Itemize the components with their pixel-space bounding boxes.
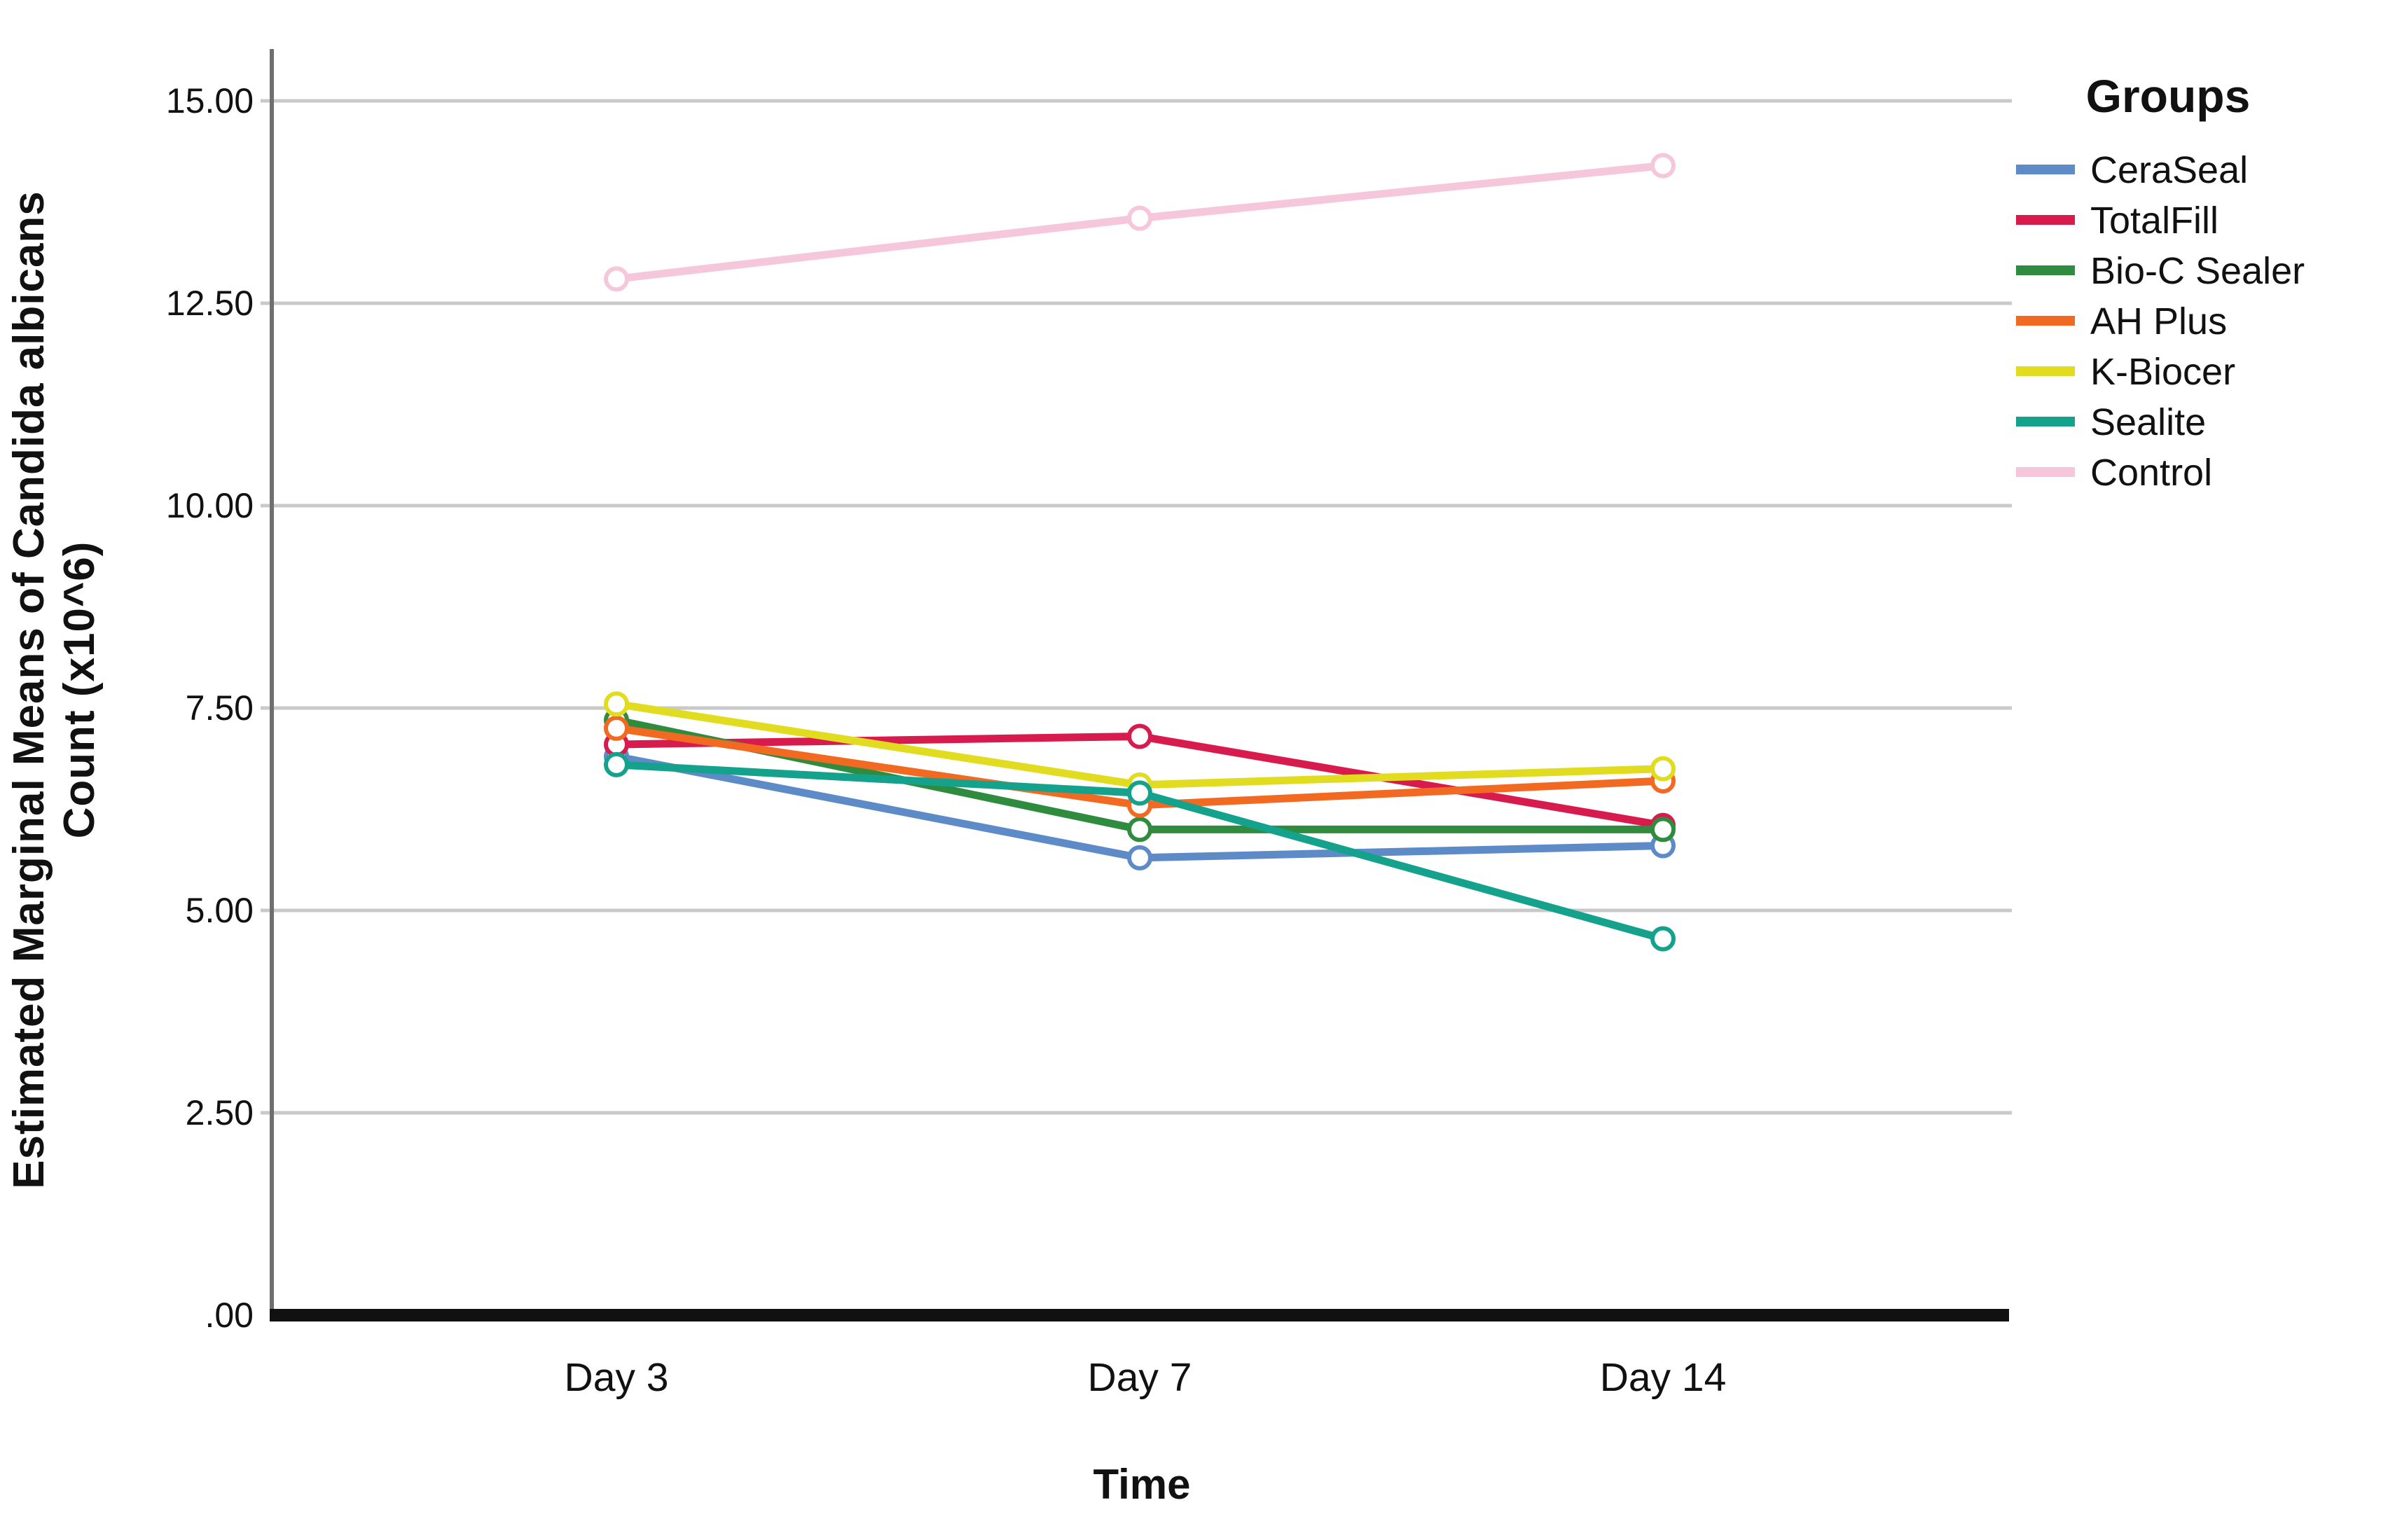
y-tick-label: 7.50 xyxy=(186,688,254,728)
legend-label: CeraSeal xyxy=(2090,149,2248,191)
x-tick-labels-layer: Day 3 Day 7 Day 14 xyxy=(565,1355,1727,1400)
y-axis-title-line2: Count (x10^6) xyxy=(55,541,104,839)
legend-label: K-Biocer xyxy=(2090,351,2235,393)
legend-label: AH Plus xyxy=(2090,300,2227,342)
legend-entry-control: Control xyxy=(2016,452,2212,494)
series-marker-ceraseal xyxy=(1127,845,1152,870)
axes-layer xyxy=(270,49,2009,1322)
series-marker-bio-c-sealer xyxy=(1650,817,1676,842)
y-tick-label: 2.50 xyxy=(186,1093,254,1132)
legend-title: Groups xyxy=(2086,70,2251,122)
series-marker-totalfill xyxy=(1127,723,1152,749)
legend-label: Control xyxy=(2090,452,2212,494)
legend-entries-layer: CeraSeal TotalFill Bio-C Sealer AH Plus K-Bi… xyxy=(2016,149,2305,494)
series-marker-sealite xyxy=(1650,926,1676,952)
y-tick-labels-layer: .00 2.50 5.00 7.50 10.00 12.50 15.00 xyxy=(166,81,254,1335)
series-marker-sealite xyxy=(1127,780,1152,806)
y-tick-label: .00 xyxy=(205,1296,254,1335)
series-marker-k-biocer xyxy=(1650,756,1676,782)
legend-entry-bio-c-sealer: Bio-C Sealer xyxy=(2016,250,2305,292)
gridlines-layer xyxy=(261,99,2012,1115)
series-marker-control xyxy=(1127,205,1152,231)
data-series-layer xyxy=(604,153,1676,952)
series-marker-ah-plus xyxy=(604,715,629,741)
legend-entry-ah-plus: AH Plus xyxy=(2016,300,2227,342)
series-marker-control xyxy=(604,266,629,292)
y-tick-label: 10.00 xyxy=(166,486,254,525)
legend-entry-ceraseal: CeraSeal xyxy=(2016,149,2248,191)
series-marker-k-biocer xyxy=(604,691,629,717)
x-tick-label: Day 14 xyxy=(1600,1355,1727,1400)
legend-entry-k-biocer: K-Biocer xyxy=(2016,351,2235,393)
y-tick-label: 15.00 xyxy=(166,81,254,120)
legend-label: Bio-C Sealer xyxy=(2090,250,2305,292)
legend-entry-totalfill: TotalFill xyxy=(2016,200,2218,242)
legend-label: Sealite xyxy=(2090,401,2206,443)
legend-label: TotalFill xyxy=(2090,200,2218,242)
x-tick-label: Day 3 xyxy=(565,1355,669,1400)
y-axis-title-line1: Estimated Marginal Means of Candida albi… xyxy=(5,190,53,1189)
x-axis-title: Time xyxy=(1093,1461,1191,1508)
y-tick-label: 12.50 xyxy=(166,284,254,323)
series-marker-bio-c-sealer xyxy=(1127,817,1152,842)
legend-entry-sealite: Sealite xyxy=(2016,401,2206,443)
series-marker-control xyxy=(1650,153,1676,179)
y-tick-label: 5.00 xyxy=(186,891,254,930)
x-tick-label: Day 7 xyxy=(1088,1355,1192,1400)
series-marker-sealite xyxy=(604,751,629,777)
